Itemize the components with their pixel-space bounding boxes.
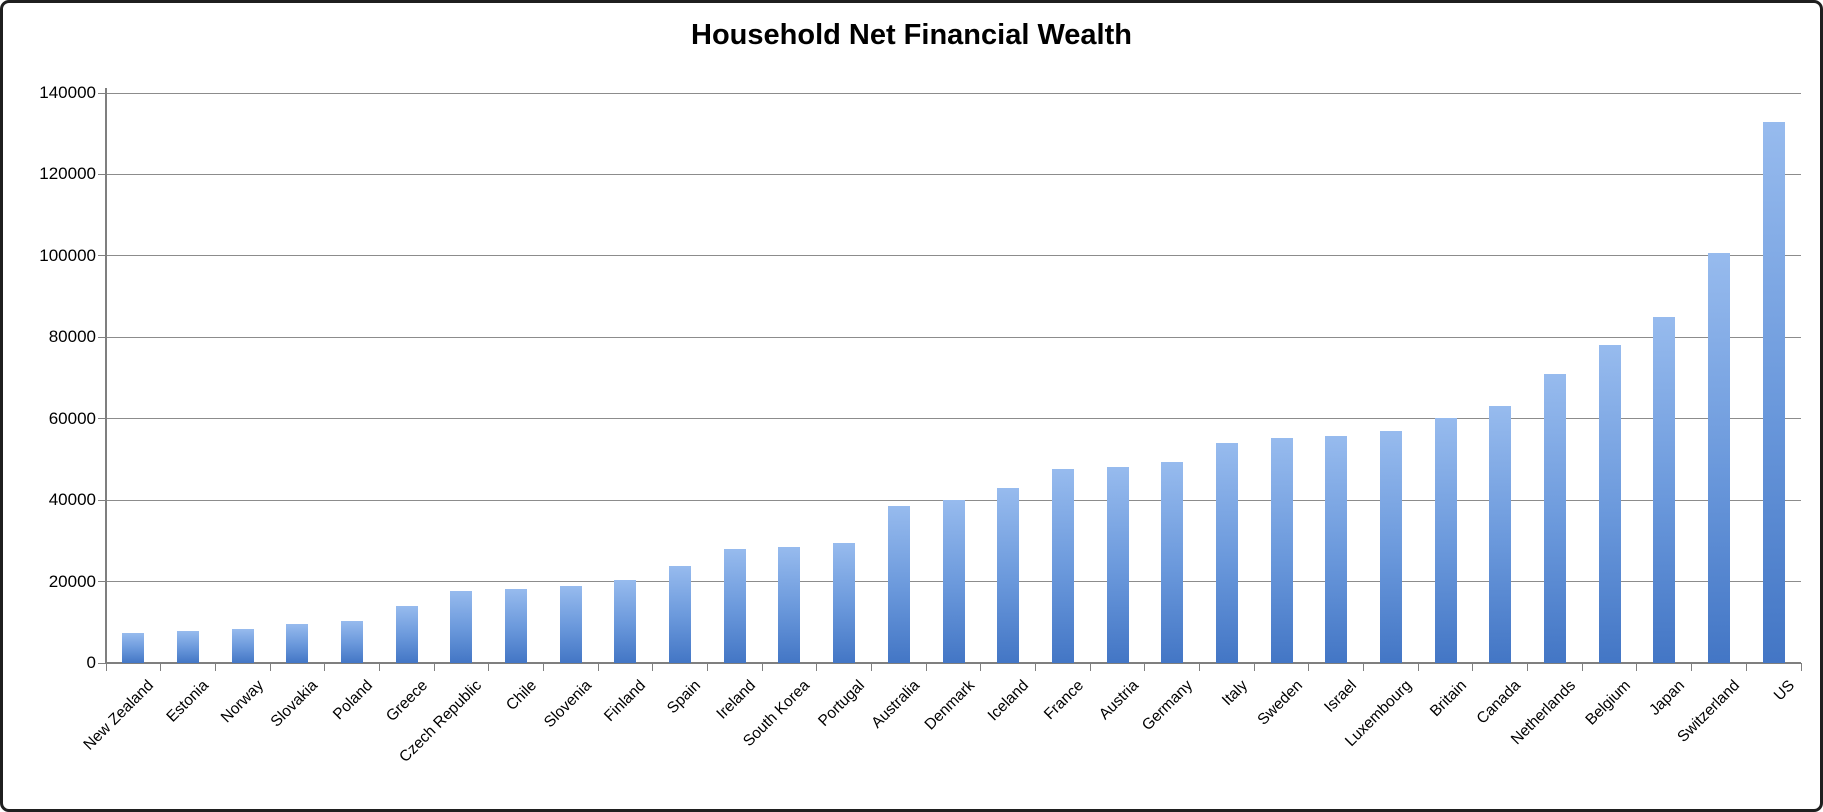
y-axis-tick: [98, 581, 106, 583]
bar: [1161, 461, 1184, 663]
bar: [1051, 469, 1074, 663]
bar: [1489, 406, 1512, 663]
x-axis-tick: [761, 663, 763, 671]
bar: [505, 589, 528, 663]
bar: [833, 542, 856, 663]
y-axis-tick: [98, 499, 106, 501]
x-axis-tick: [433, 663, 435, 671]
x-axis-tick: [816, 663, 818, 671]
x-axis-line: [106, 662, 1801, 664]
bar: [1325, 435, 1348, 663]
bar: [1653, 316, 1676, 663]
ytick-label: 60000: [48, 408, 96, 428]
ytick-label: 80000: [48, 327, 96, 347]
bar: [1707, 253, 1730, 663]
bar: [1270, 437, 1293, 663]
x-axis-tick: [1527, 663, 1529, 671]
y-axis-tick: [98, 662, 106, 664]
ytick-label: 20000: [48, 571, 96, 591]
x-axis-tick: [1199, 663, 1201, 671]
bar: [1434, 418, 1457, 663]
x-axis-tick: [1253, 663, 1255, 671]
gridline: [106, 173, 1801, 175]
x-axis-tick: [1691, 663, 1693, 671]
bar: [614, 580, 637, 663]
bar: [1762, 121, 1785, 663]
y-axis-tick: [98, 255, 106, 257]
x-axis-tick: [706, 663, 708, 671]
bar: [1106, 467, 1129, 663]
bar: [395, 606, 418, 663]
x-axis-tick: [597, 663, 599, 671]
bar: [1379, 430, 1402, 663]
gridline: [106, 418, 1801, 420]
bar: [778, 547, 801, 663]
bar: [559, 586, 582, 663]
bar: [231, 629, 254, 663]
x-axis-tick: [1089, 663, 1091, 671]
x-axis-tick: [1581, 663, 1583, 671]
x-axis-tick: [1363, 663, 1365, 671]
y-axis-tick: [98, 418, 106, 420]
x-axis-tick: [980, 663, 982, 671]
bar: [723, 548, 746, 663]
x-axis-tick: [488, 663, 490, 671]
x-axis-tick: [269, 663, 271, 671]
bar: [669, 565, 692, 663]
bar: [942, 500, 965, 663]
x-axis-tick: [1745, 663, 1747, 671]
bar: [887, 506, 910, 663]
x-axis-tick: [1308, 663, 1310, 671]
ytick-label: 120000: [39, 164, 96, 184]
x-axis-tick: [378, 663, 380, 671]
bar: [341, 620, 364, 663]
chart-title: Household Net Financial Wealth: [691, 19, 1132, 51]
bar: [997, 487, 1020, 663]
x-axis-tick: [652, 663, 654, 671]
x-axis-tick: [1035, 663, 1037, 671]
ytick-label: 40000: [48, 490, 96, 510]
x-axis-tick: [870, 663, 872, 671]
bar: [1598, 344, 1621, 663]
y-axis-tick: [98, 336, 106, 338]
gridline: [106, 92, 1801, 94]
ytick-label: 140000: [39, 83, 96, 102]
bar: [177, 631, 200, 663]
bar: [1215, 443, 1238, 663]
x-axis-tick: [1636, 663, 1638, 671]
gridline: [106, 255, 1801, 257]
ytick-label: 0: [86, 653, 96, 672]
bar: [122, 633, 145, 663]
x-axis-tick: [1472, 663, 1474, 671]
x-axis-tick: [542, 663, 544, 671]
y-axis-tick: [98, 92, 106, 94]
bar: [1543, 373, 1566, 663]
bar: [286, 624, 309, 663]
plot-area: 0 20000 40000 60000 80000 100000 120000 140000 N…: [3, 3, 1820, 809]
x-axis-tick: [105, 663, 107, 671]
y-axis-line: [105, 88, 107, 663]
x-axis-tick: [1417, 663, 1419, 671]
x-axis-tick: [925, 663, 927, 671]
bar: [450, 590, 473, 663]
x-axis-tick: [324, 663, 326, 671]
x-axis-tick: [1144, 663, 1146, 671]
ytick-label: 100000: [39, 245, 96, 265]
gridline: [106, 336, 1801, 338]
x-axis-tick: [160, 663, 162, 671]
x-axis-tick: [214, 663, 216, 671]
y-axis-tick: [98, 173, 106, 175]
x-axis-tick: [1800, 663, 1802, 671]
